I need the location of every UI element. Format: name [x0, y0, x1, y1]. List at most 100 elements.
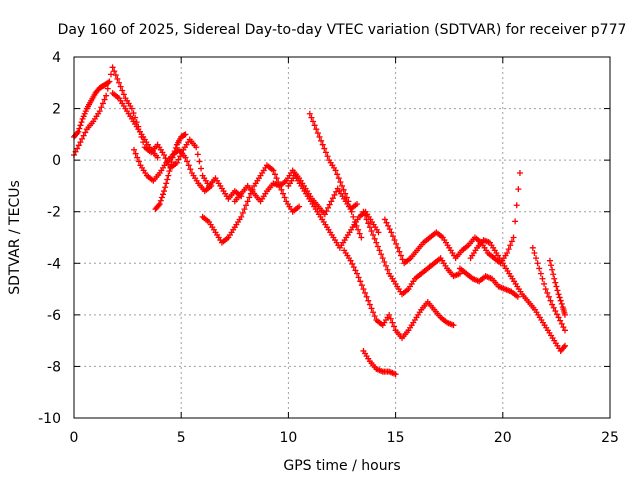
data-point-fill	[373, 226, 380, 233]
series-track-11	[360, 208, 463, 298]
data-point-fill	[210, 226, 217, 233]
data-point-fill	[553, 283, 560, 290]
data-point-fill	[429, 304, 436, 311]
data-point-fill	[416, 271, 423, 278]
data-point-fill	[371, 364, 378, 371]
data-point-fill	[318, 137, 325, 144]
data-point-fill	[504, 268, 511, 275]
data-point-fill	[544, 289, 551, 296]
data-point-fill	[243, 202, 250, 209]
data-point-fill	[483, 247, 490, 254]
data-points	[71, 64, 568, 378]
data-point-fill	[350, 213, 357, 220]
data-point-fill	[322, 221, 329, 228]
data-point	[244, 198, 251, 205]
data-point-fill	[436, 256, 443, 263]
data-point-fill	[163, 180, 170, 187]
data-point-fill	[80, 132, 87, 139]
data-point-fill	[94, 87, 101, 94]
data-point-fill	[104, 80, 111, 87]
series-track-15	[456, 265, 521, 300]
data-point	[161, 188, 168, 195]
data-point-fill	[352, 202, 359, 209]
data-point	[169, 154, 176, 161]
data-point-fill	[438, 233, 445, 240]
data-point	[165, 172, 172, 179]
data-point-fill	[472, 247, 479, 254]
data-point-fill	[556, 294, 563, 301]
data-point-fill	[98, 104, 105, 111]
data-point	[536, 265, 543, 272]
data-point-fill	[184, 158, 191, 165]
data-point-fill	[513, 292, 520, 299]
data-point-fill	[561, 309, 568, 316]
series-track-13	[360, 347, 399, 378]
data-point-fill	[166, 168, 173, 175]
data-point-fill	[554, 287, 561, 294]
data-point-fill	[246, 194, 253, 201]
data-point-fill	[323, 208, 330, 215]
data-point-fill	[194, 151, 201, 158]
data-point-fill	[347, 203, 354, 210]
data-point-fill	[368, 305, 375, 312]
data-point-fill	[180, 152, 187, 159]
data-point-fill	[239, 210, 246, 217]
data-point-fill	[241, 206, 248, 213]
data-point-fill	[412, 249, 419, 256]
data-point-fill	[350, 264, 357, 271]
data-point	[116, 79, 123, 86]
data-point-fill	[315, 211, 322, 218]
data-point-fill	[418, 241, 425, 248]
data-point-fill	[329, 195, 336, 202]
data-point	[546, 257, 553, 264]
data-point-fill	[273, 175, 280, 182]
data-point-fill	[322, 149, 329, 156]
data-point-fill	[349, 260, 356, 267]
y-tick-label: 4	[52, 50, 61, 66]
data-point-fill	[550, 304, 557, 311]
data-point-fill	[358, 282, 365, 289]
data-point-fill	[425, 235, 432, 242]
data-point	[529, 244, 536, 251]
data-point-fill	[539, 275, 546, 282]
data-point-fill	[337, 179, 344, 186]
x-axis-label: GPS time / hours	[283, 458, 400, 474]
data-point-fill	[82, 129, 89, 136]
data-point-fill	[390, 323, 397, 330]
data-point-fill	[172, 144, 179, 151]
data-point-fill	[133, 123, 140, 130]
grid-lines	[74, 57, 610, 418]
data-point-fill	[308, 114, 315, 121]
data-point-fill	[120, 91, 127, 98]
data-point-fill	[114, 93, 121, 100]
data-point-fill	[383, 219, 390, 226]
data-point-fill	[523, 297, 530, 304]
data-point-fill	[461, 269, 468, 276]
data-point-fill	[390, 278, 397, 285]
data-point-fill	[191, 142, 198, 149]
data-point-fill	[416, 309, 423, 316]
data-point-fill	[550, 271, 557, 278]
series-track-17	[546, 257, 568, 318]
data-point-fill	[355, 226, 362, 233]
data-point-fill	[498, 257, 505, 264]
data-point	[366, 301, 373, 308]
data-point-fill	[181, 132, 188, 139]
data-point-fill	[362, 212, 369, 219]
data-point	[319, 141, 326, 148]
data-point-fill	[114, 75, 121, 82]
data-point-fill	[515, 186, 522, 193]
data-point-fill	[517, 288, 524, 295]
x-tick-label: 25	[601, 430, 619, 446]
data-point-fill	[249, 188, 256, 195]
data-point-fill	[328, 231, 335, 238]
data-point	[328, 198, 335, 205]
data-point-fill	[436, 312, 443, 319]
data-point	[354, 270, 361, 277]
chart-title: Day 160 of 2025, Sidereal Day-to-day VTE…	[58, 22, 627, 38]
data-point-fill	[468, 274, 475, 281]
data-point-fill	[314, 130, 321, 137]
data-point-fill	[545, 293, 552, 300]
